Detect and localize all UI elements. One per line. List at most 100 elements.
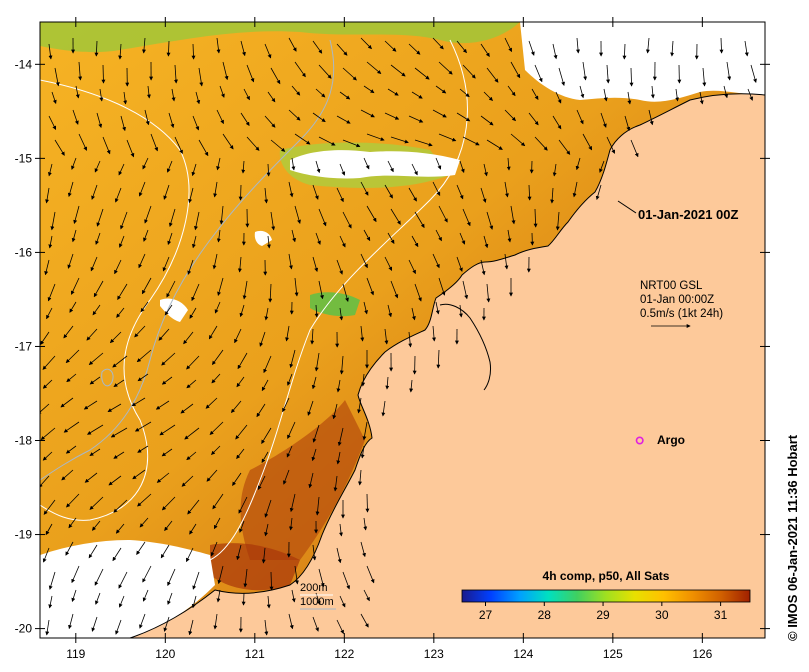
current-vector: [166, 280, 176, 298]
current-vector: [504, 37, 512, 53]
current-vector: [283, 469, 290, 485]
current-vector: [140, 301, 149, 313]
current-vector: [360, 37, 372, 50]
current-vector: [186, 547, 194, 563]
current-vector: [69, 301, 77, 313]
current-vector: [189, 523, 197, 535]
current-vector: [115, 619, 122, 635]
datetime-pointer: [617, 200, 637, 214]
current-vector: [212, 493, 224, 510]
current-vector: [318, 280, 324, 300]
current-vector: [213, 613, 218, 630]
current-vector: [89, 448, 101, 456]
current-vector: [186, 379, 197, 389]
current-vector: [408, 115, 424, 123]
current-vector: [432, 37, 444, 50]
current-vector: [191, 595, 197, 609]
current-vector: [307, 400, 314, 416]
current-vector: [195, 91, 201, 105]
current-vector: [342, 283, 349, 302]
current-vector: [462, 136, 480, 146]
current-vector: [94, 40, 99, 57]
current-vector: [366, 205, 377, 223]
current-vector: [456, 184, 464, 200]
current-vector: [216, 157, 221, 171]
island: [607, 187, 613, 193]
datetime-stamp: 01-Jan-2021 00Z: [638, 207, 739, 222]
cloud-nodata-southwest: [40, 540, 215, 638]
current-vector: [385, 376, 390, 390]
current-vector: [432, 325, 437, 342]
current-vector: [89, 496, 104, 510]
current-vector: [118, 163, 125, 176]
coastline-peninsula: [439, 303, 491, 391]
current-vector: [75, 85, 80, 99]
current-vector: [259, 331, 266, 347]
current-vector: [264, 499, 272, 518]
current-vector: [66, 373, 77, 383]
lat-tick-label: -16: [15, 245, 33, 259]
current-vector: [120, 211, 128, 230]
current-vector: [168, 208, 176, 227]
current-vector: [137, 373, 149, 382]
current-vector: [209, 421, 224, 435]
current-vector: [575, 157, 581, 171]
current-vector: [222, 61, 229, 81]
current-vector: [239, 304, 245, 318]
current-vector: [528, 40, 535, 56]
current-vector: [387, 88, 399, 96]
current-vector: [507, 85, 516, 97]
current-vector: [408, 43, 421, 55]
current-vector: [291, 589, 296, 603]
current-vector: [624, 115, 631, 132]
current-vector: [246, 136, 260, 151]
current-vector: [337, 427, 344, 447]
current-vector: [342, 139, 361, 148]
current-vector: [84, 472, 98, 483]
current-vector: [366, 133, 385, 141]
current-vector: [719, 37, 724, 54]
current-vector: [361, 373, 366, 387]
current-vector: [132, 469, 146, 480]
current-vector: [91, 184, 98, 200]
current-vector: [112, 547, 122, 562]
current-vector: [61, 469, 74, 481]
argo-float-marker[interactable]: [635, 436, 644, 445]
current-vector: [89, 376, 101, 385]
current-vector: [723, 85, 729, 99]
current-vector: [480, 187, 487, 203]
current-vector: [65, 541, 74, 556]
current-vector: [118, 571, 128, 589]
current-vector: [211, 445, 221, 455]
current-vector: [219, 205, 224, 225]
current-vector: [155, 400, 170, 410]
isobath-200m-inner: [209, 39, 468, 561]
current-vector: [534, 64, 543, 83]
current-vector: [360, 109, 375, 118]
current-vector: [336, 619, 344, 635]
current-vector: [408, 331, 413, 348]
current-vector: [630, 139, 639, 158]
current-vector: [46, 307, 53, 320]
current-vector: [287, 373, 293, 386]
current-vector: [118, 235, 125, 248]
current-vector: [480, 115, 494, 126]
current-vector: [205, 397, 218, 409]
land-peninsula: [440, 304, 491, 390]
lat-tick-label: -19: [15, 528, 33, 542]
current-vector: [161, 376, 173, 385]
colorbar-tick-label: 28: [538, 608, 552, 622]
current-vector: [126, 139, 135, 158]
current-vector: [528, 112, 539, 126]
current-vector: [47, 283, 56, 302]
current-vector: [240, 40, 246, 57]
current-vector: [311, 376, 317, 390]
current-vector: [118, 43, 123, 60]
warm-coastal-band: [240, 400, 365, 560]
current-vector: [411, 235, 419, 248]
current-vector: [63, 421, 80, 433]
warm-coastal-band-south: [210, 543, 300, 591]
current-vector: [143, 229, 149, 242]
current-vector: [603, 88, 608, 102]
current-vector: [96, 112, 103, 129]
